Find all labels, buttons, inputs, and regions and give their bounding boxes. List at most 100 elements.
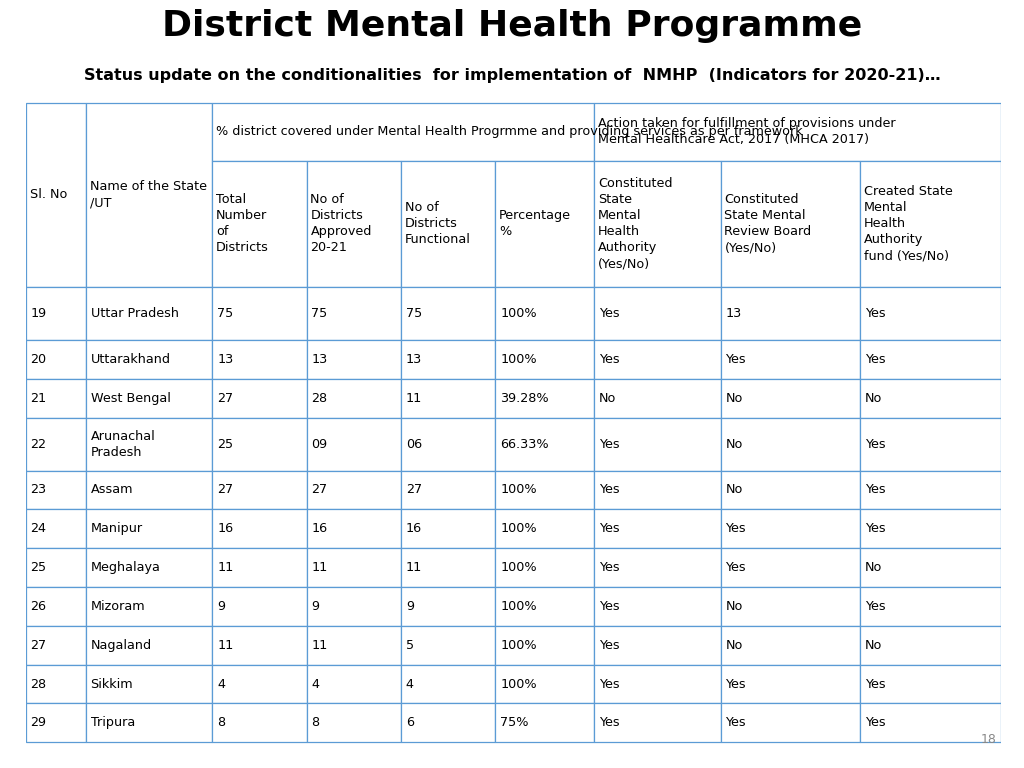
Bar [860, 509, 1001, 548]
Bar [860, 703, 1001, 742]
Text: Yes: Yes [725, 353, 746, 366]
Text: No: No [865, 392, 882, 405]
Text: 9: 9 [406, 600, 414, 613]
Bar [212, 161, 306, 287]
Bar [86, 103, 212, 287]
Bar [594, 664, 721, 703]
Bar [212, 703, 306, 742]
Bar [721, 471, 860, 509]
Text: Yes: Yes [725, 561, 746, 574]
Bar [496, 287, 594, 340]
Bar [26, 418, 86, 471]
Text: 16: 16 [311, 522, 328, 535]
Bar [496, 703, 594, 742]
Bar [306, 379, 401, 418]
Bar [306, 587, 401, 626]
Bar [86, 703, 212, 742]
Text: 66.33%: 66.33% [500, 438, 549, 451]
Bar [26, 287, 86, 340]
Bar [401, 664, 496, 703]
Bar [594, 509, 721, 548]
Text: Meghalaya: Meghalaya [90, 561, 161, 574]
Bar [860, 340, 1001, 379]
Bar [496, 471, 594, 509]
Bar [212, 509, 306, 548]
Text: 28: 28 [311, 392, 328, 405]
Text: Nagaland: Nagaland [90, 639, 152, 652]
Text: 100%: 100% [500, 522, 537, 535]
Text: Yes: Yes [599, 307, 620, 320]
Text: 28: 28 [31, 677, 47, 690]
Bar [860, 664, 1001, 703]
Bar [496, 418, 594, 471]
Bar [721, 161, 860, 287]
Text: 100%: 100% [500, 353, 537, 366]
Text: Yes: Yes [865, 353, 886, 366]
Bar [212, 664, 306, 703]
Bar [26, 103, 86, 287]
Text: 4: 4 [217, 677, 225, 690]
Bar [721, 664, 860, 703]
Text: 27: 27 [31, 639, 47, 652]
Text: No of
Districts
Functional: No of Districts Functional [404, 201, 471, 247]
Bar [401, 548, 496, 587]
Text: 75: 75 [406, 307, 422, 320]
Bar [86, 548, 212, 587]
Text: 11: 11 [311, 561, 328, 574]
Text: 21: 21 [31, 392, 47, 405]
Bar [26, 471, 86, 509]
Bar [594, 418, 721, 471]
Text: 100%: 100% [500, 639, 537, 652]
Bar [594, 379, 721, 418]
Text: No of
Districts
Approved
20-21: No of Districts Approved 20-21 [310, 194, 372, 254]
Bar [401, 471, 496, 509]
Bar [401, 340, 496, 379]
Text: % district covered under Mental Health Progrmme and providing services as per fr: % district covered under Mental Health P… [216, 125, 803, 138]
Bar [26, 379, 86, 418]
Bar [212, 626, 306, 664]
Bar [721, 703, 860, 742]
Bar [212, 379, 306, 418]
Text: 100%: 100% [500, 600, 537, 613]
Text: 8: 8 [217, 717, 225, 730]
Bar [86, 471, 212, 509]
Bar [401, 509, 496, 548]
Bar [496, 379, 594, 418]
Text: 5: 5 [406, 639, 414, 652]
Text: No: No [725, 639, 742, 652]
Bar [212, 418, 306, 471]
Bar [306, 509, 401, 548]
Bar [860, 548, 1001, 587]
Bar [86, 509, 212, 548]
Bar [306, 418, 401, 471]
Text: 11: 11 [406, 392, 422, 405]
Text: Yes: Yes [865, 438, 886, 451]
Bar [86, 418, 212, 471]
Text: 16: 16 [217, 522, 233, 535]
Bar [26, 703, 86, 742]
Text: Yes: Yes [725, 677, 746, 690]
Bar [401, 587, 496, 626]
Bar [86, 587, 212, 626]
Text: 19: 19 [31, 307, 47, 320]
Bar [721, 587, 860, 626]
Bar [401, 418, 496, 471]
Text: Assam: Assam [90, 484, 133, 496]
Bar [594, 103, 1001, 161]
Bar [594, 587, 721, 626]
Bar [306, 340, 401, 379]
Text: Constituted
State Mental
Review Board
(Yes/No): Constituted State Mental Review Board (Y… [724, 194, 812, 254]
Text: 100%: 100% [500, 561, 537, 574]
Bar [721, 340, 860, 379]
Text: Yes: Yes [599, 639, 620, 652]
Text: 24: 24 [31, 522, 46, 535]
Bar [401, 287, 496, 340]
Text: Yes: Yes [865, 677, 886, 690]
Text: 13: 13 [406, 353, 422, 366]
Bar [496, 340, 594, 379]
Bar [26, 626, 86, 664]
Text: 27: 27 [406, 484, 422, 496]
Text: Yes: Yes [865, 717, 886, 730]
Text: 25: 25 [31, 561, 47, 574]
Bar [401, 626, 496, 664]
